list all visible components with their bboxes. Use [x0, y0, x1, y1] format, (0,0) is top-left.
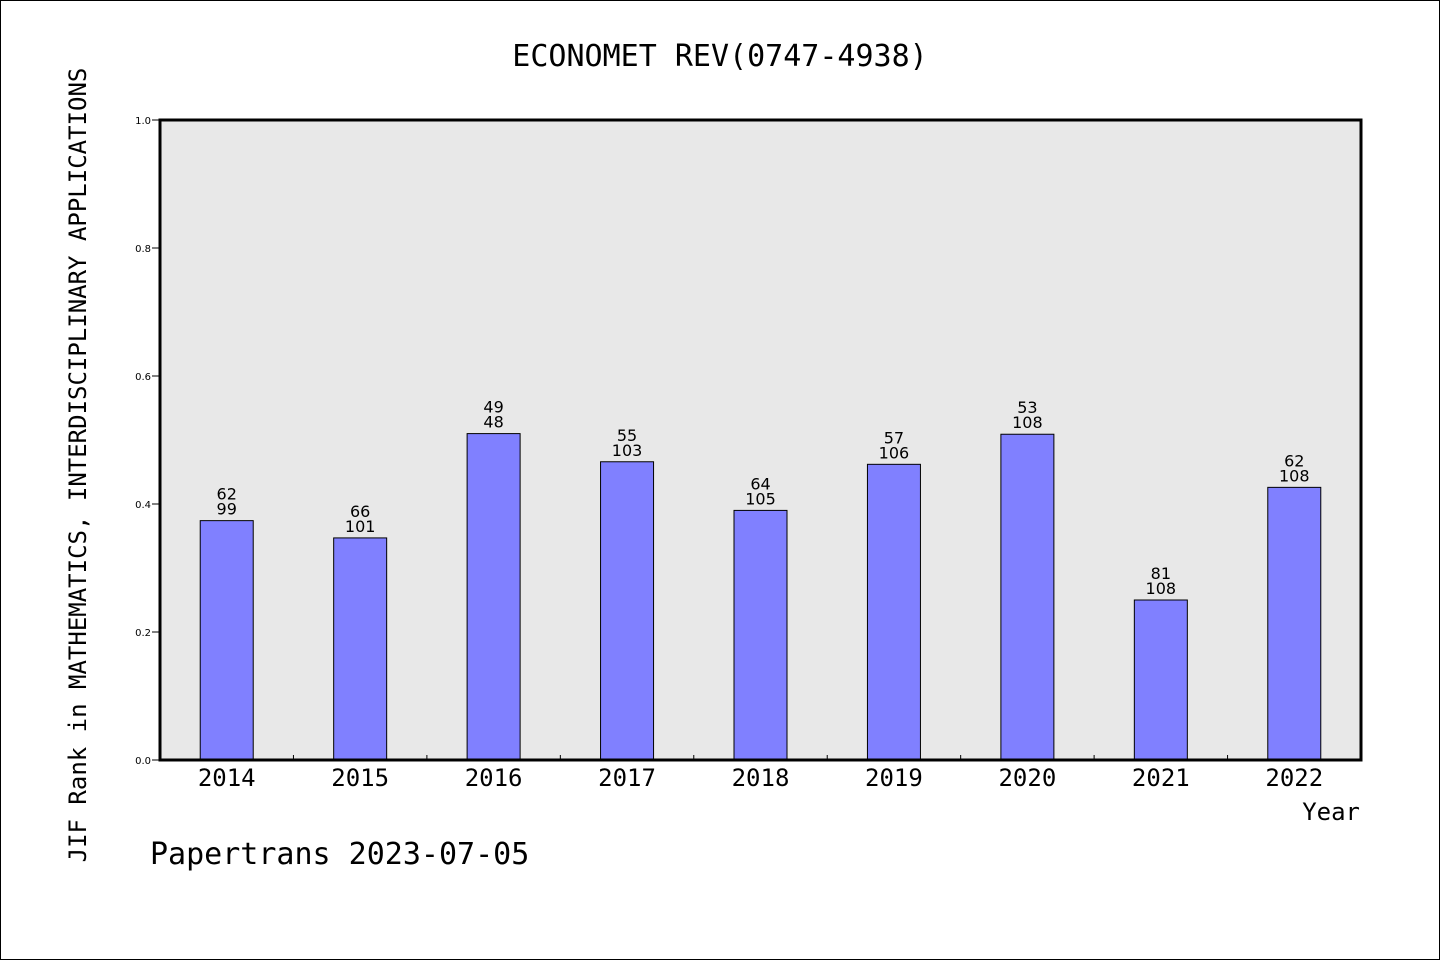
chart-title: ECONOMET REV(0747-4938) — [512, 39, 927, 74]
y-tick-label: 0.0 — [135, 756, 151, 767]
bar-total-label-2014: 99 — [217, 500, 237, 519]
bar-rank-label-2020: 53 — [1017, 398, 1037, 417]
y-tick-label: 1.0 — [135, 116, 151, 127]
bar-rank-label-2019: 57 — [884, 428, 904, 447]
bar-total-label-2022: 108 — [1279, 466, 1310, 485]
x-axis-label: Year — [1302, 798, 1360, 826]
y-tick-label: 0.6 — [135, 372, 151, 383]
bar-rank-label-2014: 62 — [217, 485, 237, 504]
y-tick-label: 0.2 — [135, 628, 151, 639]
bar-2015 — [333, 537, 388, 761]
bar-2014 — [199, 520, 254, 761]
x-tick-label-2014: 2014 — [198, 764, 256, 792]
bar-2018 — [733, 509, 788, 761]
bar-rank-label-2016: 49 — [483, 398, 503, 417]
y-axis-label: JIF Rank in MATHEMATICS, INTERDISCIPLINA… — [64, 68, 92, 863]
bar-total-label-2015: 101 — [345, 517, 376, 536]
bar-rank-label-2021: 81 — [1151, 564, 1171, 583]
bar-rank-label-2022: 62 — [1284, 451, 1304, 470]
bar-total-label-2020: 108 — [1012, 413, 1043, 432]
footer-credit: Papertrans 2023-07-05 — [150, 837, 529, 872]
bar-total-label-2021: 108 — [1146, 579, 1177, 598]
bar-total-label-2019: 106 — [879, 443, 910, 462]
y-axis: 0.0 0.2 0.4 0.6 0.8 1.0 — [135, 116, 160, 767]
y-tick-label: 0.4 — [135, 500, 151, 511]
bar-2016 — [466, 433, 521, 761]
bar-2017 — [600, 461, 655, 761]
bar-total-label-2018: 105 — [745, 489, 776, 508]
bar-2021 — [1133, 599, 1188, 761]
bar-rank-label-2017: 55 — [617, 426, 637, 445]
x-tick-label-2022: 2022 — [1265, 764, 1323, 792]
x-tick-label-2020: 2020 — [998, 764, 1056, 792]
bar-2022 — [1267, 486, 1322, 761]
bar-total-label-2016: 48 — [483, 413, 503, 432]
x-axis: 2014 2015 2016 2017 2018 2019 2020 2021 2022 — [198, 755, 1323, 792]
x-tick-label-2021: 2021 — [1132, 764, 1190, 792]
x-tick-label-2018: 2018 — [732, 764, 790, 792]
bar-2020 — [1000, 433, 1055, 761]
x-tick-label-2015: 2015 — [331, 764, 389, 792]
y-tick-label: 0.8 — [135, 244, 151, 255]
bar-series — [199, 433, 1322, 761]
bar-rank-label-2015: 66 — [350, 502, 370, 521]
x-tick-label-2017: 2017 — [598, 764, 656, 792]
x-tick-label-2019: 2019 — [865, 764, 923, 792]
bar-rank-label-2018: 64 — [750, 474, 770, 493]
plot-border — [158, 118, 1363, 762]
bar-2019 — [866, 463, 921, 761]
bar-total-label-2017: 103 — [612, 441, 643, 460]
x-tick-label-2016: 2016 — [465, 764, 523, 792]
